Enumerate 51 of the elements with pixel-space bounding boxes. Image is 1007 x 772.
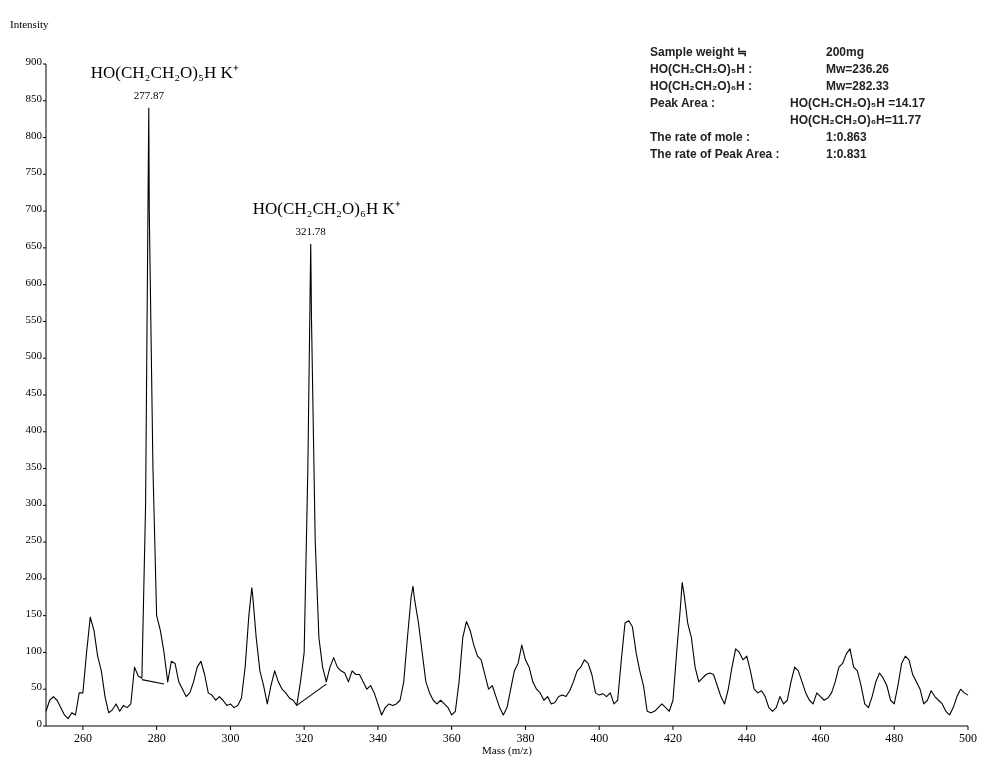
annotation: HO(CH₂CH₂O)₆H=11.77	[790, 113, 922, 127]
text: 200mg	[826, 45, 865, 59]
annotation: 1:0.863	[826, 130, 868, 144]
x-tick-label: 320	[295, 731, 314, 745]
x-tick-label: 300	[221, 731, 240, 745]
y-tick-label: 650	[25, 238, 43, 251]
x-tick-label: 260	[73, 731, 92, 745]
y-tick-label: 300	[25, 496, 43, 509]
annotation: HO(CH₂CH₂O)₅H =14.17	[790, 96, 926, 110]
y-tick-label: 750	[25, 165, 43, 178]
y-tick-label: 500	[25, 349, 43, 362]
x-axis-title: Mass (m/z)	[482, 744, 533, 757]
annotation: HO(CH₂CH₂O)₅H :	[650, 62, 753, 76]
annotation: 277.87	[133, 89, 165, 102]
annotation: 1:0.831	[826, 147, 868, 161]
annotation: The rate of Peak Area :	[650, 147, 780, 161]
annotation: HO(CH₂CH₂O)₆H :	[650, 79, 753, 93]
y-tick-label: 600	[25, 275, 43, 288]
x-tick-label: 480	[885, 731, 904, 745]
annotation: The rate of mole :	[650, 130, 751, 144]
y-axis-title: Intensity	[10, 18, 49, 30]
x-tick-label: 400	[590, 731, 609, 745]
annotation: 321.78	[295, 225, 327, 238]
annotation: Mw=282.33	[826, 79, 890, 93]
y-tick-label: 50	[31, 680, 43, 693]
text: Sample weight ≒	[650, 45, 748, 59]
y-tick-label: 100	[25, 643, 43, 656]
y-tick-label: 350	[25, 459, 43, 472]
y-tick-label: 550	[25, 312, 43, 325]
annotation: Peak Area :	[650, 96, 715, 110]
x-tick-label: 340	[368, 731, 387, 745]
y-tick-label: 0	[36, 717, 43, 730]
x-tick-label: 420	[663, 731, 682, 745]
x-tick-label: 380	[516, 731, 535, 745]
y-tick-label: 200	[25, 569, 43, 582]
y-tick-label: 700	[25, 202, 43, 215]
y-tick-label: 800	[25, 128, 43, 141]
x-tick-label: 440	[737, 731, 756, 745]
y-tick-label: 900	[25, 55, 43, 68]
y-tick-label: 400	[25, 422, 43, 435]
annotation: HO(CH₂CH₂O)₆H K⁺	[252, 199, 401, 219]
annotation: Mw=236.26	[826, 62, 890, 76]
x-tick-label: 360	[442, 731, 461, 745]
annotation: HO(CH₂CH₂O)₅H K⁺	[90, 63, 239, 83]
x-tick-label: 500	[959, 731, 977, 745]
y-tick-label: 850	[25, 91, 43, 104]
x-tick-label: 460	[811, 731, 830, 745]
y-tick-label: 450	[25, 386, 43, 399]
x-tick-label: 280	[147, 731, 166, 745]
y-tick-label: 250	[25, 533, 43, 546]
y-tick-label: 150	[25, 606, 43, 619]
